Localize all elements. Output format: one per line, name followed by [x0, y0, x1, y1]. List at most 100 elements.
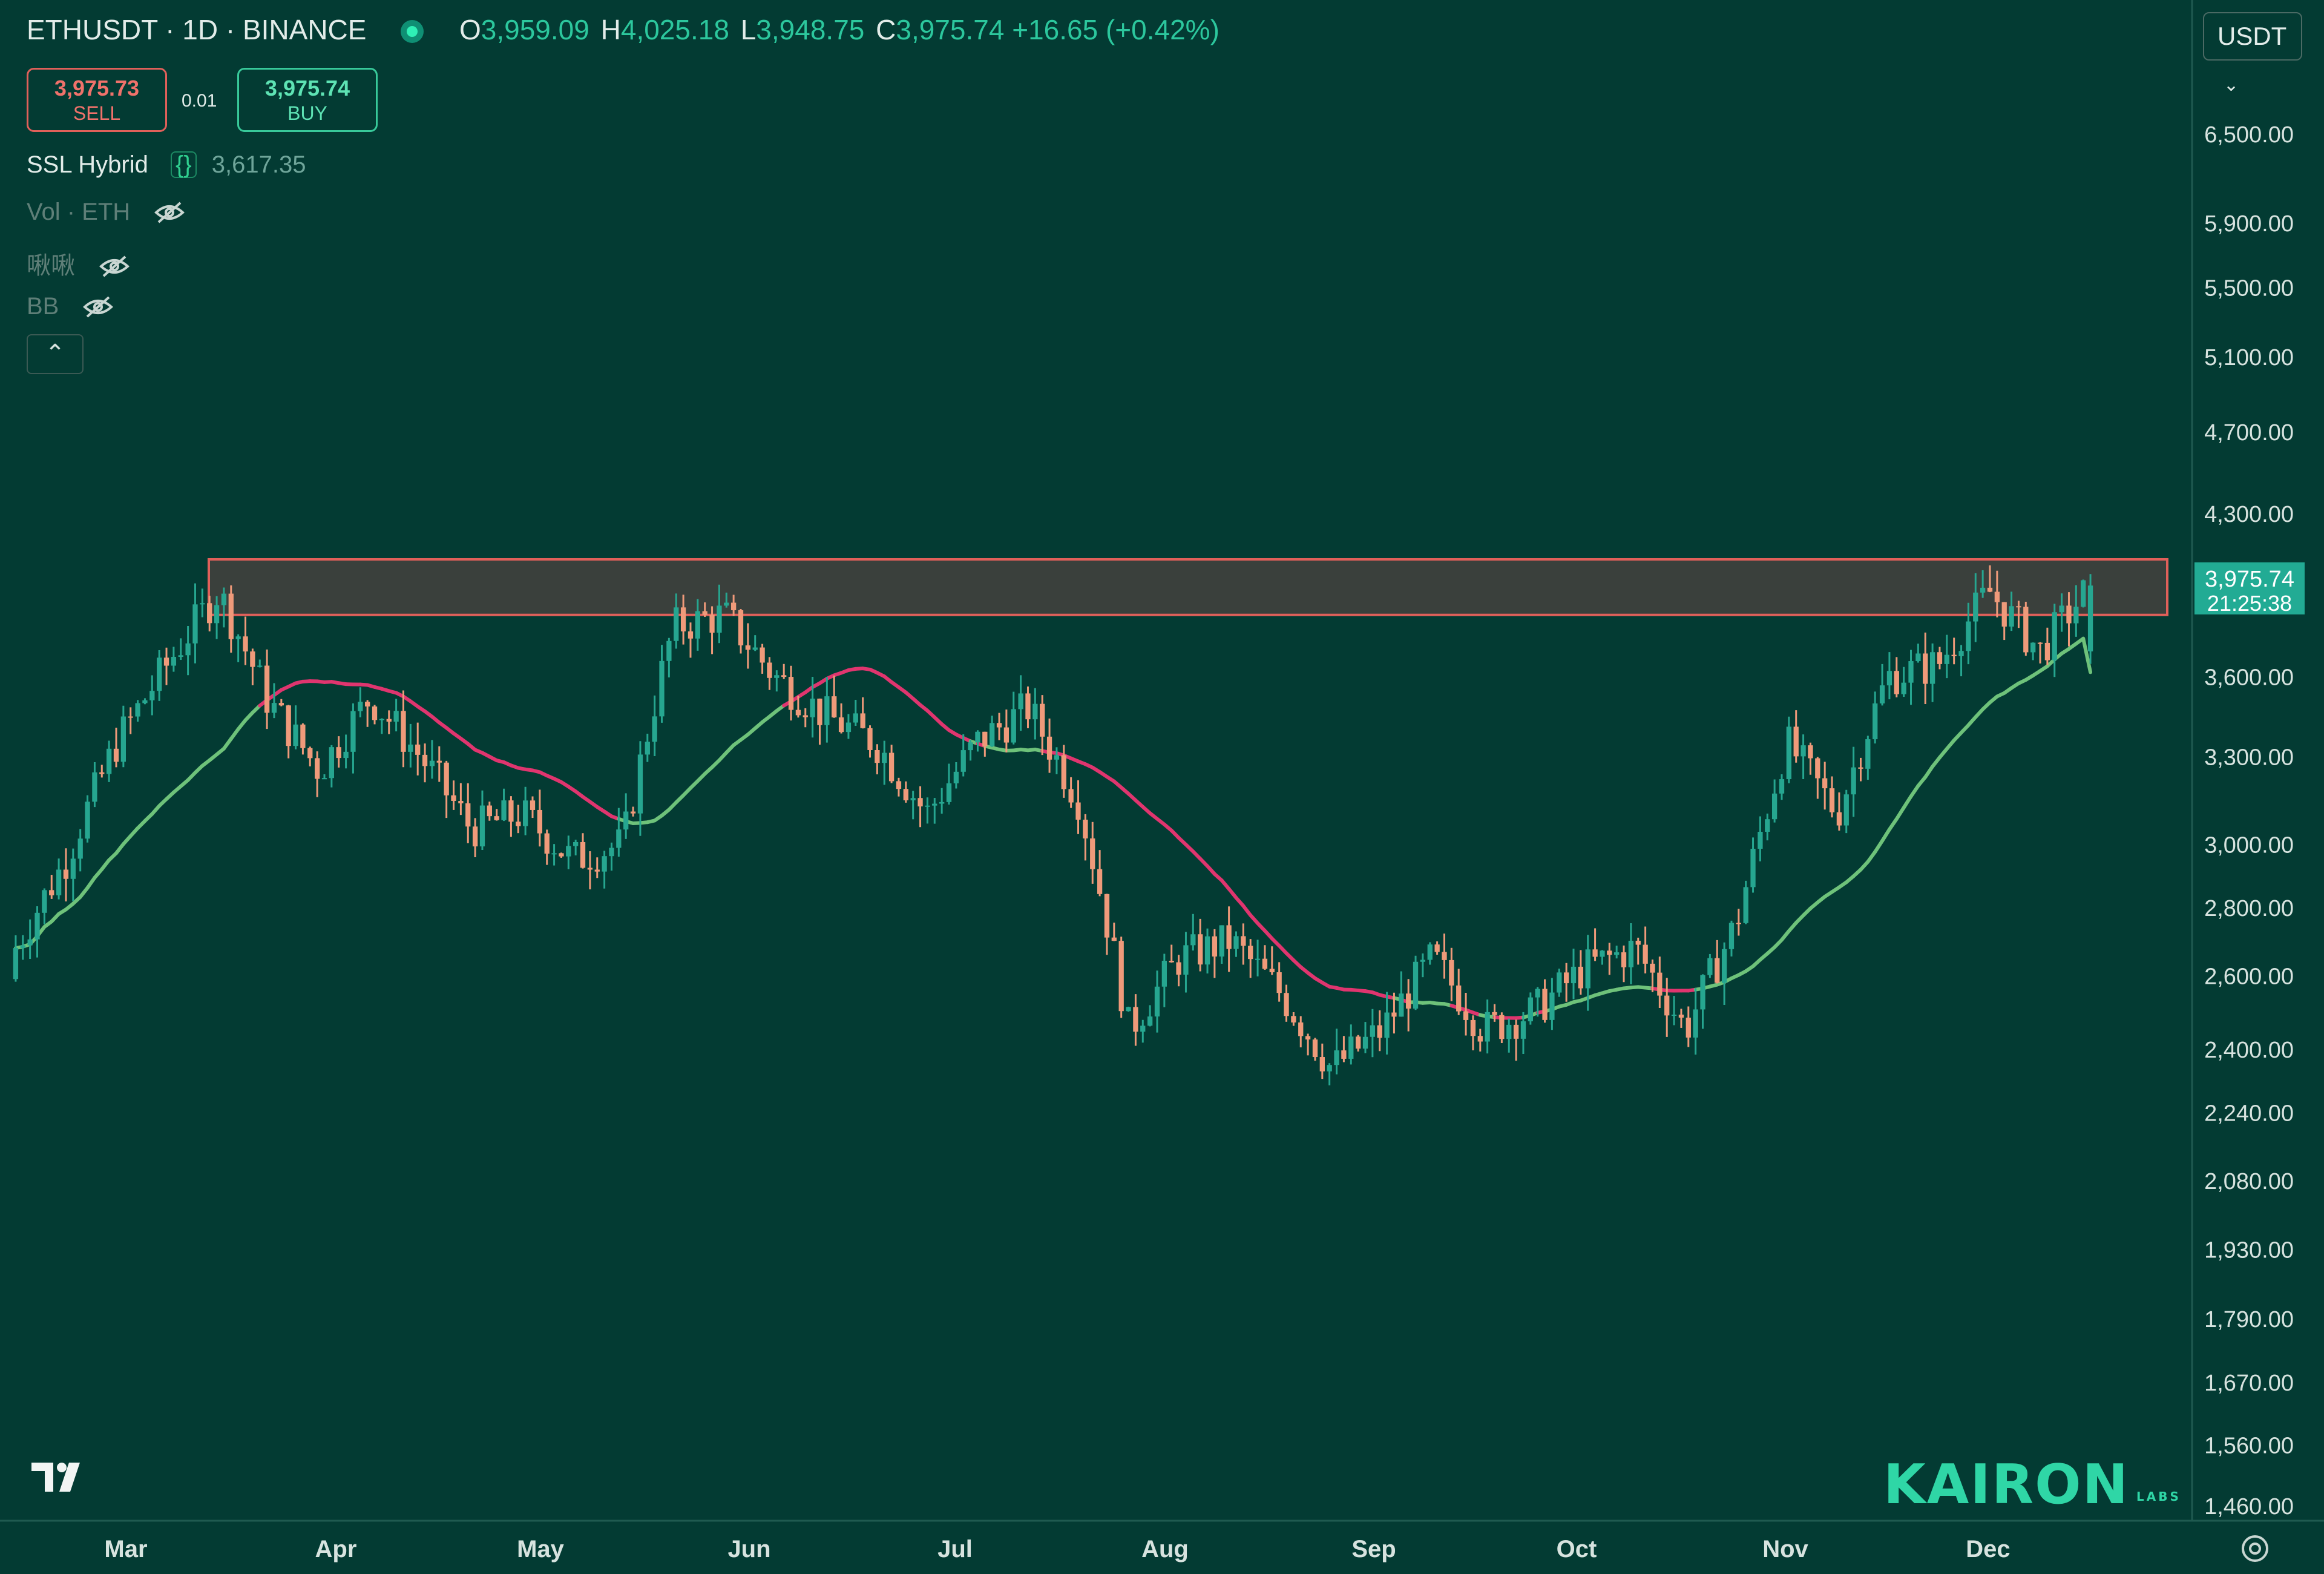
symbol-title[interactable]: ETHUSDT · 1D · BINANCE [27, 14, 367, 45]
candle-body [293, 724, 298, 746]
candle-body [932, 803, 937, 806]
candle-body [1808, 745, 1813, 759]
candle-body [1133, 1007, 1138, 1032]
candle-body [1513, 1024, 1519, 1039]
braces-icon[interactable]: {} [170, 151, 197, 178]
candle-body [200, 603, 205, 605]
kairon-logo: KAIRON LABS [1883, 1453, 2181, 1516]
candle-body [1743, 887, 1748, 923]
candle-body [278, 703, 284, 706]
candle-body [286, 705, 291, 746]
candle-body [1255, 958, 1261, 960]
candle-body [1312, 1039, 1318, 1058]
x-tick-label: Jun [727, 1536, 770, 1562]
candle-body [2023, 607, 2029, 653]
candle-body [1578, 966, 1584, 989]
candle-body [1873, 703, 1878, 740]
candle-body [1879, 685, 1885, 703]
indicator-bb[interactable]: BB [27, 293, 114, 320]
candle-body [329, 747, 335, 779]
ssl-baseline-segment [93, 867, 104, 880]
collapse-legend-button[interactable]: ⌃ [27, 334, 84, 374]
tradingview-logo-icon[interactable] [31, 1459, 98, 1495]
candle-body [250, 651, 255, 667]
currency-select[interactable]: USDT ⌄ [2203, 12, 2302, 95]
candle-body [896, 781, 902, 789]
candle-body [730, 602, 737, 610]
indicator-name: Vol · ETH [27, 199, 131, 225]
candle-body [1678, 1014, 1684, 1018]
candle-body [1198, 934, 1203, 965]
candle-body [609, 848, 614, 857]
candle-body [228, 593, 234, 639]
candle-body [1269, 969, 1275, 973]
indicator-jiujiu[interactable]: 啾啾 [27, 246, 130, 281]
eye-hidden-icon[interactable] [82, 295, 114, 319]
ssl-baseline-segment [229, 727, 240, 741]
candle-body [472, 826, 478, 847]
x-tick-label: Sep [1351, 1536, 1396, 1562]
ssl-baseline-segment [114, 842, 125, 855]
candle-body [207, 603, 212, 624]
candle-body [645, 742, 650, 755]
candle-body [444, 762, 449, 795]
candle-body [1779, 779, 1785, 794]
candle-body [1621, 952, 1627, 967]
candle-body [2087, 585, 2093, 652]
candle-body [1061, 755, 1066, 789]
sell-button[interactable]: 3,975.73 SELL [27, 68, 167, 132]
candle-body [1068, 789, 1074, 803]
resistance-zone[interactable] [208, 558, 2168, 616]
candle-body [1987, 587, 1993, 592]
candle-body [917, 798, 923, 807]
x-tick-label: Nov [1762, 1536, 1808, 1562]
candle-body [1054, 755, 1060, 760]
candle-body [1485, 1012, 1490, 1042]
candle-body [975, 731, 980, 743]
candle-body [451, 795, 456, 801]
ssl-baseline-segment [1241, 904, 1253, 917]
candle-body [1327, 1065, 1332, 1072]
candle-body [1929, 652, 1935, 684]
eye-hidden-icon[interactable] [99, 254, 130, 278]
candle-body [1391, 1012, 1397, 1017]
candle-body [163, 657, 169, 666]
indicator-volume[interactable]: Vol · ETH [27, 199, 185, 226]
candle-body [623, 811, 629, 830]
candle-body [1140, 1026, 1146, 1032]
ssl-baseline-segment [1916, 775, 1928, 788]
candle-body [77, 838, 83, 859]
gear-icon[interactable] [2239, 1533, 2271, 1564]
candle-body [235, 636, 241, 639]
candle-body [1793, 726, 1799, 757]
symbol-legend: ETHUSDT · 1D · BINANCE O3,959.09 H4,025.… [27, 13, 1219, 46]
candle-body [990, 723, 995, 746]
chevron-up-icon: ⌃ [45, 340, 65, 367]
buy-button[interactable]: 3,975.74 BUY [237, 68, 378, 132]
ssl-baseline-segment [222, 737, 233, 751]
candle-body [501, 800, 507, 820]
ssl-baseline-segment [236, 718, 248, 731]
candle-body [1958, 651, 1964, 656]
ssl-baseline-segment [1227, 887, 1238, 900]
indicator-ssl-hybrid[interactable]: SSL Hybrid {} 3,617.35 [27, 151, 306, 179]
candle-body [487, 805, 492, 817]
eye-hidden-icon[interactable] [154, 200, 185, 225]
candle-body [2009, 606, 2014, 627]
candle-body [953, 771, 959, 783]
candle-body [386, 719, 392, 722]
candle-body [1212, 936, 1218, 957]
chevron-down-icon: ⌄ [2224, 75, 2239, 95]
candle-body [939, 802, 945, 804]
candle-body [1994, 591, 2000, 602]
indicator-name: BB [27, 293, 59, 320]
y-tick-label: 3,300.00 [2204, 745, 2294, 771]
candle-body [494, 816, 499, 820]
candle-body [135, 703, 140, 717]
candle-body [185, 643, 191, 656]
candle-body [1298, 1022, 1304, 1036]
candle-body [1571, 966, 1577, 984]
candle-body [1040, 703, 1045, 737]
candle-body [573, 841, 579, 846]
